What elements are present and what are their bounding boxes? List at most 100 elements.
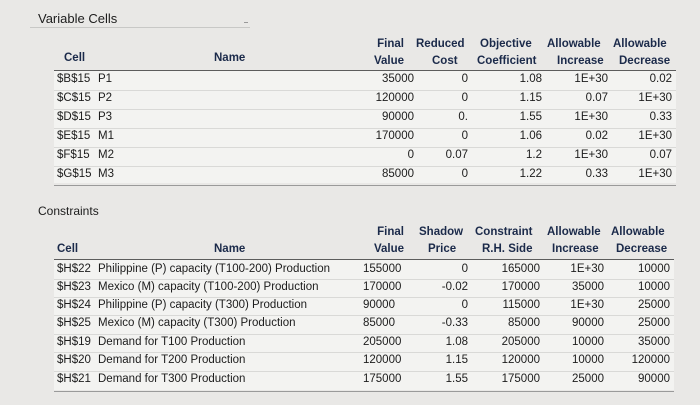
final-value: 205000: [363, 336, 402, 348]
header-decrease-2: Decrease: [619, 55, 671, 67]
shadow-price: -0.02: [441, 281, 468, 293]
header-reduced-2: Cost: [432, 55, 458, 67]
allowable-increase: 90000: [572, 317, 604, 329]
allowable-decrease: 1E+30: [638, 92, 672, 104]
header-final-1: Final: [377, 226, 404, 238]
allowable-decrease: 90000: [638, 373, 670, 385]
rows-background: [54, 71, 676, 183]
table-bottom-rule: [54, 391, 674, 392]
constraint-name: Demand for T100 Production: [98, 336, 246, 348]
allowable-decrease: 1E+30: [638, 130, 672, 142]
reduced-cost: 0: [461, 130, 468, 142]
cell-address: $H$22: [57, 263, 91, 275]
header-final-1: Final: [377, 38, 404, 50]
final-value: 35000: [382, 73, 414, 85]
allowable-increase: 0.07: [585, 92, 608, 104]
allowable-increase: 1E+30: [574, 149, 608, 161]
final-value: 175000: [363, 373, 402, 385]
constraint-name: Demand for T200 Production: [98, 354, 246, 366]
header-name: Name: [214, 243, 246, 255]
header-decrease-1: Allowable: [613, 38, 667, 50]
row-divider: [54, 297, 674, 298]
row-divider: [54, 166, 676, 167]
reduced-cost: 0: [461, 73, 468, 85]
rh-side: 85000: [508, 317, 540, 329]
header-decrease-1: Allowable: [611, 226, 665, 238]
allowable-increase: 1E+30: [574, 73, 608, 85]
objective-coefficient: 1.08: [519, 73, 542, 85]
header-decrease-2: Decrease: [616, 243, 668, 255]
cell-name: M3: [98, 168, 114, 180]
row-divider: [54, 315, 674, 316]
header-increase-1: Allowable: [547, 38, 601, 50]
allowable-decrease: 1E+30: [638, 168, 672, 180]
header-objective-1: Objective: [480, 38, 532, 50]
header-final-2: Value: [373, 55, 404, 67]
objective-coefficient: 1.06: [519, 130, 542, 142]
final-value: 90000: [363, 299, 395, 311]
allowable-decrease: 0.33: [649, 111, 672, 123]
row-divider: [54, 352, 674, 353]
cell-address: $C$15: [57, 92, 91, 104]
rh-side: 175000: [501, 373, 540, 385]
allowable-decrease: 35000: [638, 336, 670, 348]
objective-coefficient: 1.2: [526, 149, 542, 161]
objective-coefficient: 1.22: [519, 168, 542, 180]
cell-address: $H$23: [57, 281, 91, 293]
final-value: 120000: [363, 354, 402, 366]
allowable-decrease: 0.02: [649, 73, 672, 85]
objective-coefficient: 1.55: [519, 111, 542, 123]
header-objective-2: Coefficient: [477, 55, 537, 67]
row-divider: [54, 128, 676, 129]
cell-name: P2: [98, 92, 113, 104]
reduced-cost: 0.07: [445, 149, 468, 161]
table-bottom-rule: [54, 185, 676, 186]
allowable-increase: 25000: [572, 373, 604, 385]
cell-address: $H$19: [57, 336, 91, 348]
row-divider: [54, 90, 676, 91]
shadow-price: -0.33: [441, 317, 468, 329]
header-rule: [54, 70, 676, 71]
cell-name: M2: [98, 149, 114, 161]
header-constraint-2: R.H. Side: [482, 243, 533, 255]
variable-cells-title: Variable Cells: [38, 11, 118, 26]
final-value: 155000: [363, 263, 402, 275]
allowable-decrease: 10000: [638, 281, 670, 293]
cell-address: $E$15: [57, 130, 91, 142]
final-value: 85000: [382, 168, 414, 180]
allowable-decrease: 25000: [638, 299, 670, 311]
shadow-price: 0: [461, 299, 468, 311]
row-divider: [54, 109, 676, 110]
reduced-cost: 0: [461, 168, 468, 180]
reduced-cost: 0: [461, 92, 468, 104]
header-name: Name: [214, 52, 246, 64]
shadow-price: 1.08: [445, 336, 468, 348]
constraint-name: Mexico (M) capacity (T300) Production: [98, 317, 296, 329]
rows-background: [54, 260, 674, 390]
allowable-increase: 35000: [572, 281, 604, 293]
allowable-decrease: 25000: [638, 317, 670, 329]
cell-address: $F$15: [57, 149, 90, 161]
cell-address: $H$21: [57, 373, 91, 385]
allowable-increase: 1E+30: [570, 299, 604, 311]
allowable-decrease: 120000: [631, 354, 670, 366]
final-value: 90000: [382, 111, 414, 123]
rh-side: 120000: [501, 354, 540, 366]
allowable-increase: 1E+30: [570, 263, 604, 275]
constraints-title: Constraints: [38, 204, 99, 218]
allowable-increase: 10000: [572, 336, 604, 348]
cell-address: $D$15: [57, 111, 91, 123]
shadow-price: 1.55: [445, 373, 468, 385]
header-cell: Cell: [57, 243, 79, 255]
shadow-price: 0: [461, 263, 468, 275]
header-cell: Cell: [64, 52, 86, 64]
cell-name: P1: [98, 73, 113, 85]
cell-address: $G$15: [57, 168, 92, 180]
constraint-name: Philippine (P) capacity (T300) Productio…: [98, 299, 308, 311]
allowable-increase: 1E+30: [574, 111, 608, 123]
allowable-decrease: 0.07: [649, 149, 672, 161]
rh-side: 170000: [501, 281, 540, 293]
constraint-name: Philippine (P) capacity (T100-200) Produ…: [98, 263, 331, 275]
reduced-cost: 0.: [458, 111, 468, 123]
final-value: 0: [407, 149, 414, 161]
